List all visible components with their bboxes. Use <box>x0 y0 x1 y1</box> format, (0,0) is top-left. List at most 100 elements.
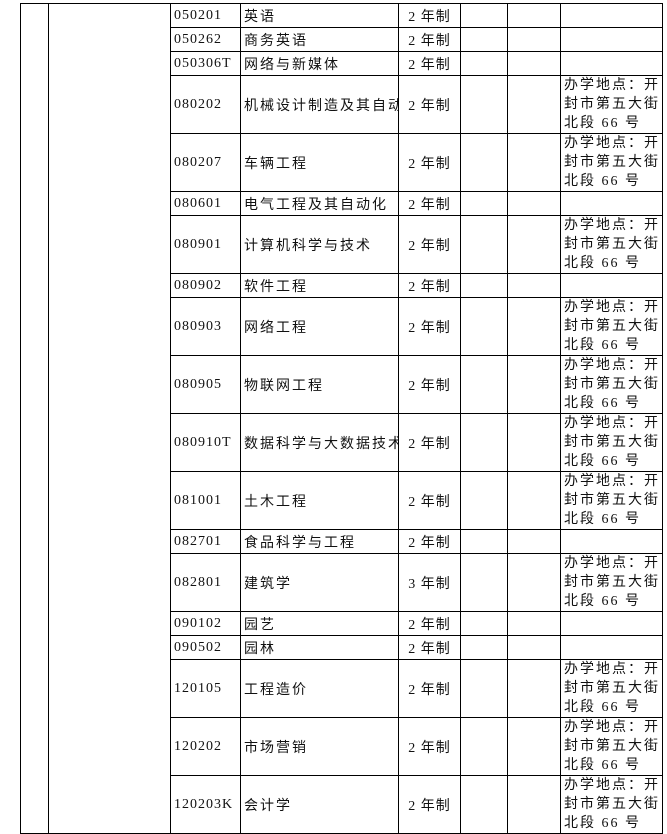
note-cell: 办学地点：开 封市第五大街 北段 66 号 <box>560 215 663 274</box>
note-line: 北段 66 号 <box>564 816 641 831</box>
blank-cell <box>460 27 508 52</box>
code-cell: 050306T <box>170 51 241 76</box>
name-cell: 园艺 <box>240 611 399 636</box>
name-cell: 计算机科学与技术 <box>240 215 399 274</box>
blank-cell <box>460 51 508 76</box>
dur: 2 年制 <box>398 635 461 660</box>
table-row: 090102 园艺 2 年制 <box>21 611 663 636</box>
name-cell: 园林 <box>240 635 399 660</box>
table-row: 081001 土木工程 2 年制 办学地点：开 封市第五大街 北段 66 号 <box>21 471 663 530</box>
code-cell: 080905 <box>170 355 241 414</box>
note-cell <box>560 611 663 636</box>
table-row: 120202 市场营销 2 年制 办学地点：开 封市第五大街 北段 66 号 <box>21 717 663 776</box>
blank-cell <box>507 215 561 274</box>
dur: 2 年制 <box>398 529 461 554</box>
blank-cell <box>507 775 561 834</box>
note-cell <box>560 529 663 554</box>
note-line: 北段 66 号 <box>564 512 641 527</box>
blank-cell <box>460 273 508 298</box>
blank-cell <box>460 471 508 530</box>
table-row: 050262 商务英语 2 年制 <box>21 27 663 52</box>
blank-cell <box>507 133 561 192</box>
dur: 2 年制 <box>398 3 461 28</box>
note-cell <box>560 635 663 660</box>
dur: 2 年制 <box>398 133 461 192</box>
blank-cell <box>20 3 49 834</box>
name-cell: 车辆工程 <box>240 133 399 192</box>
code-cell: 080902 <box>170 273 241 298</box>
code-cell: 120202 <box>170 717 241 776</box>
dur: 2 年制 <box>398 191 461 216</box>
name-cell: 土木工程 <box>240 471 399 530</box>
blank-cell <box>507 471 561 530</box>
table-row: 082701 食品科学与工程 2 年制 <box>21 529 663 554</box>
note-cell: 办学地点：开 封市第五大街 北段 66 号 <box>560 775 663 834</box>
dur: 2 年制 <box>398 717 461 776</box>
note-line: 封市第五大街 <box>564 237 660 252</box>
dur: 2 年制 <box>398 611 461 636</box>
note-line: 封市第五大街 <box>564 377 660 392</box>
blank-cell <box>460 297 508 356</box>
note-line: 办学地点：开 <box>564 300 660 315</box>
dur: 2 年制 <box>398 355 461 414</box>
blank-cell <box>460 529 508 554</box>
table-row: 050201 英语 2 年制 <box>20 3 663 834</box>
note-line: 封市第五大街 <box>564 739 660 754</box>
note-cell: 办学地点：开 封市第五大街 北段 66 号 <box>560 553 663 612</box>
blank-cell <box>507 3 561 28</box>
note-line: 北段 66 号 <box>564 256 641 271</box>
code-cell: 090502 <box>170 635 241 660</box>
note-line: 北段 66 号 <box>564 174 641 189</box>
note-line: 办学地点：开 <box>564 136 660 151</box>
name-cell: 工程造价 <box>240 659 399 718</box>
dur: 2 年制 <box>398 413 461 472</box>
dur: 2 年制 <box>398 27 461 52</box>
blank-cell <box>507 51 561 76</box>
name-cell: 市场营销 <box>240 717 399 776</box>
blank-cell <box>460 611 508 636</box>
blank-cell <box>507 635 561 660</box>
table-row: 080903 网络工程 2 年制 办学地点：开 封市第五大街 北段 66 号 <box>21 297 663 356</box>
code-cell: 080903 <box>170 297 241 356</box>
table-row: 080207 车辆工程 2 年制 办学地点：开 封市第五大街 北段 66 号 <box>21 133 663 192</box>
blank-cell <box>507 413 561 472</box>
blank-cell <box>507 191 561 216</box>
name-cell: 电气工程及其自动化 <box>240 191 399 216</box>
dur: 2 年制 <box>398 215 461 274</box>
blank-cell <box>460 355 508 414</box>
note-cell: 办学地点：开 封市第五大街 北段 66 号 <box>560 133 663 192</box>
blank-cell <box>460 717 508 776</box>
note-line: 封市第五大街 <box>564 155 660 170</box>
note-line: 办学地点：开 <box>564 416 660 431</box>
dur: 2 年制 <box>398 471 461 530</box>
note-line: 北段 66 号 <box>564 594 641 609</box>
blank-cell <box>460 191 508 216</box>
note-cell: 办学地点：开 封市第五大街 北段 66 号 <box>560 413 663 472</box>
note-line: 办学地点：开 <box>564 218 660 233</box>
code-cell: 050262 <box>170 27 241 52</box>
name-cell: 建筑学 <box>240 553 399 612</box>
blank-cell <box>460 133 508 192</box>
blank-cell <box>507 27 561 52</box>
note-line: 办学地点：开 <box>564 778 660 793</box>
blank-cell <box>507 529 561 554</box>
dur: 2 年制 <box>398 75 461 134</box>
note-line: 封市第五大街 <box>564 493 660 508</box>
note-line: 封市第五大街 <box>564 97 660 112</box>
note-cell: 办学地点：开 封市第五大街 北段 66 号 <box>560 717 663 776</box>
note-line: 办学地点：开 <box>564 358 660 373</box>
blank-cell <box>460 3 508 28</box>
note-line: 北段 66 号 <box>564 758 641 773</box>
dur: 2 年制 <box>398 775 461 834</box>
note-line: 北段 66 号 <box>564 116 641 131</box>
name-cell: 英语 <box>240 3 399 28</box>
table-row: 120105 工程造价 2 年制 办学地点：开 封市第五大街 北段 66 号 <box>21 659 663 718</box>
blank-cell <box>507 659 561 718</box>
note-line: 办学地点：开 <box>564 78 660 93</box>
note-line: 北段 66 号 <box>564 396 641 411</box>
table-row: 080902 软件工程 2 年制 <box>21 273 663 298</box>
code-cell: 082801 <box>170 553 241 612</box>
note-cell <box>560 51 663 76</box>
table-row: 080910T 数据科学与大数据技术 2 年制 办学地点：开 封市第五大街 北段 66 号 <box>21 413 663 472</box>
